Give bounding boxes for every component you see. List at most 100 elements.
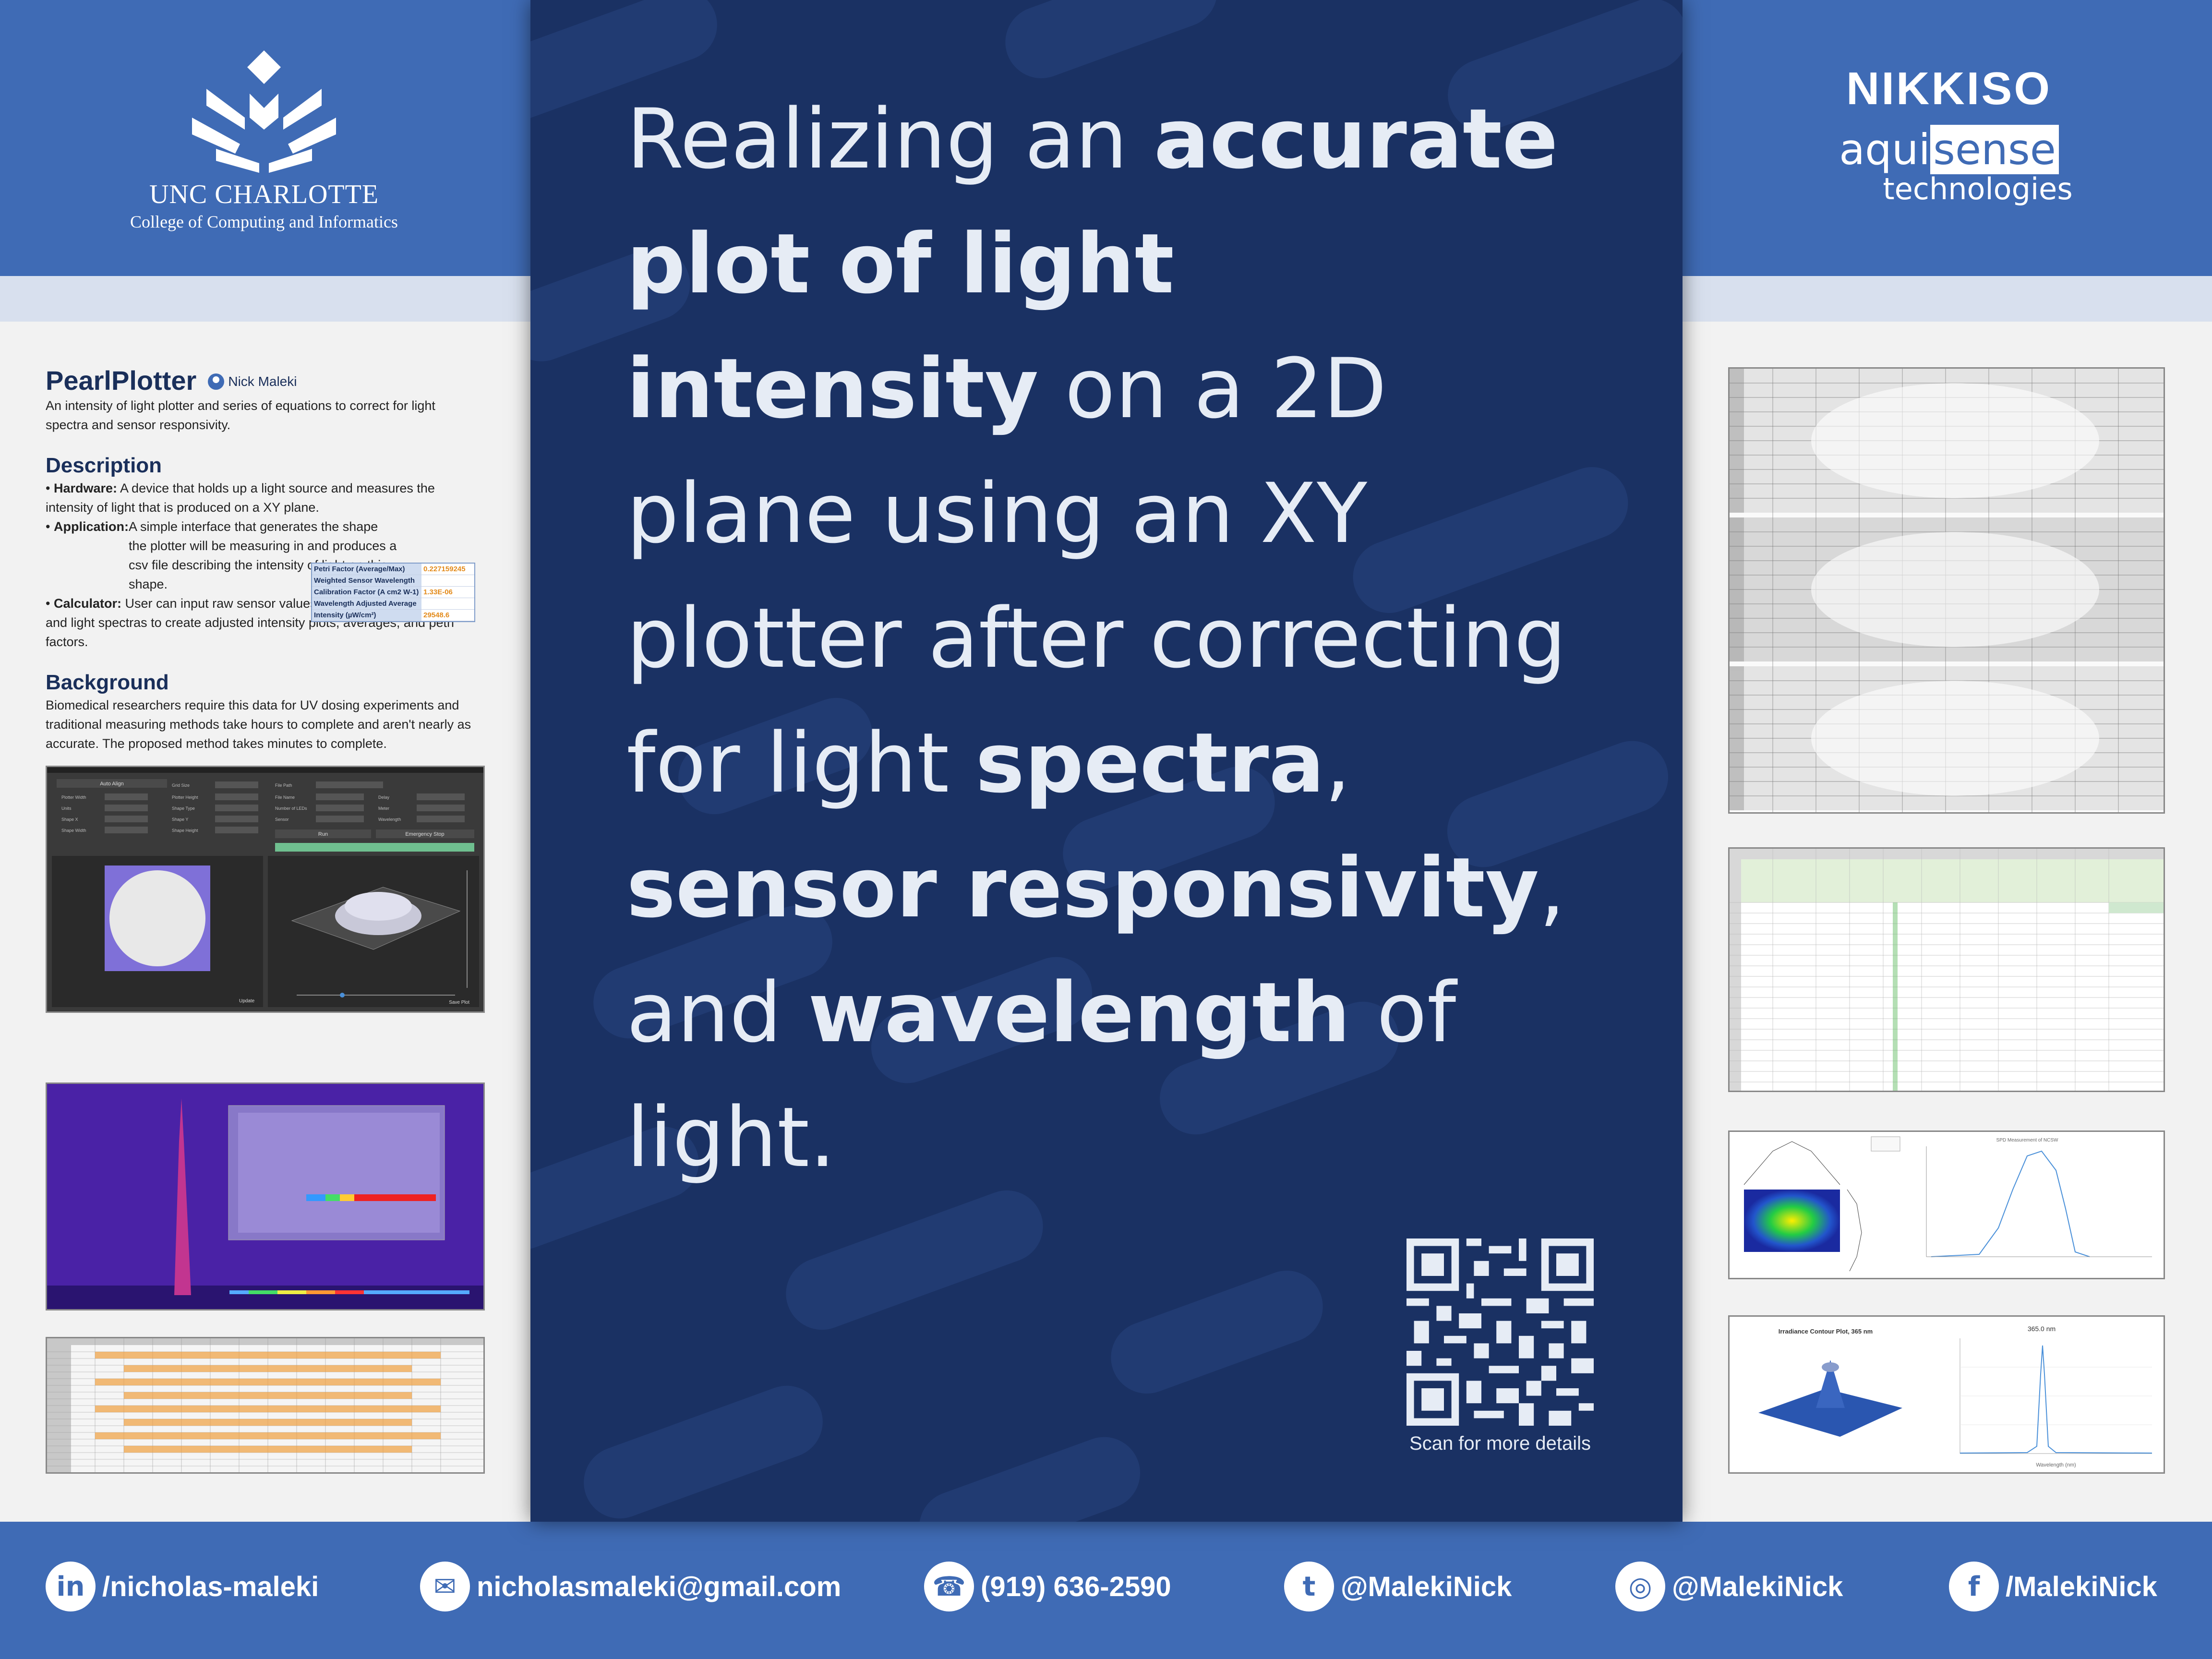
unc-crown-icon	[192, 50, 336, 173]
calc-row: Weighted Sensor Wavelength	[312, 575, 474, 587]
calc-row: Petri Factor (Average/Max) 0.227159245	[312, 564, 474, 575]
facebook-icon: f	[1949, 1562, 1999, 1611]
headline-text: on a 2D plane using an XY plotter after …	[626, 340, 1567, 811]
svg-text:Shape Y: Shape Y	[172, 817, 188, 822]
user-icon	[208, 373, 225, 390]
spectrum-visual	[47, 1084, 483, 1309]
spectrum-3d-screenshot	[46, 1082, 485, 1310]
calc-value: 1.33E-06	[423, 588, 453, 596]
contact-bar: in /nicholas-maleki ✉ nicholasmaleki@gma…	[0, 1560, 2212, 1613]
calc-row: Wavelength Adjusted Average	[312, 598, 474, 610]
twitter-icon: t	[1284, 1562, 1334, 1611]
email-contact[interactable]: ✉ nicholasmaleki@gmail.com	[420, 1560, 841, 1613]
grid-preview	[105, 866, 210, 971]
linkedin-handle: /nicholas-maleki	[102, 1571, 319, 1602]
linkedin-icon: in	[46, 1562, 96, 1611]
nikkiso-aquisense-logo: NIKKISO aquisense technologies	[1805, 62, 2093, 206]
calc-key: Calibration Factor (A cm2 W-1)	[312, 587, 421, 598]
author-tag[interactable]: Nick Maleki	[208, 373, 297, 390]
project-title: PearlPlotter	[46, 365, 197, 396]
heatmap	[1744, 1190, 1840, 1252]
headline-bold: accurate plot of light intensity	[626, 91, 1558, 437]
unc-charlotte-logo: UNC CHARLOTTE College of Computing and I…	[115, 46, 413, 247]
linkedin-contact[interactable]: in /nicholas-maleki	[46, 1560, 319, 1613]
svg-text:Grid Size: Grid Size	[172, 783, 190, 788]
3d-intensity-plot	[291, 887, 461, 950]
svg-text:Plotter Height: Plotter Height	[172, 795, 198, 800]
calculator-spreadsheet	[1728, 847, 2165, 1092]
svg-text:File Path: File Path	[275, 783, 292, 788]
run-button[interactable]	[275, 830, 371, 838]
instagram-contact[interactable]: ◎ @MalekiNick	[1615, 1560, 1843, 1613]
svg-text:Sensor: Sensor	[275, 817, 289, 822]
center-panel: Realizing an accurate plot of light inte…	[530, 0, 1683, 1522]
contour-spectrum-visual: Irradiance Contour Plot, 365 nm 365.0 nm…	[1730, 1317, 2164, 1472]
spectrum-curve	[1960, 1345, 2152, 1454]
calc-row: Intensity (µW/cm²) 29548.6	[312, 610, 474, 621]
project-description-column: PearlPlotter Nick Maleki An intensity of…	[46, 365, 478, 753]
project-summary: An intensity of light plotter and series…	[46, 398, 435, 432]
intensity-grid-table	[46, 1337, 485, 1474]
twitter-handle: @MalekiNick	[1341, 1571, 1512, 1602]
hardware-label: Hardware:	[53, 481, 118, 495]
decor-pill	[574, 1375, 833, 1522]
headline: Realizing an accurate plot of light inte…	[626, 77, 1606, 1200]
sense-text: sense	[1930, 125, 2059, 174]
headline-text: of light.	[626, 964, 1456, 1186]
svg-text:Wavelength: Wavelength	[378, 817, 401, 822]
background-text: Biomedical researchers require this data…	[46, 698, 471, 751]
svg-text:Emergency Stop: Emergency Stop	[405, 831, 444, 837]
background-heading: Background	[46, 671, 169, 694]
qr-caption: Scan for more details	[1409, 1433, 1591, 1454]
heatmap-spd-visual: SPD Measurement of NCSW	[1730, 1132, 2164, 1278]
calc-key: Intensity (µW/cm²)	[312, 610, 421, 621]
contour-and-spectrum-charts: Irradiance Contour Plot, 365 nm 365.0 nm…	[1728, 1315, 2165, 1474]
decor-pill	[1101, 1260, 1333, 1404]
phone-contact[interactable]: ☎ (919) 636-2590	[924, 1560, 1171, 1613]
headline-bold: wavelength	[808, 964, 1350, 1061]
twitter-contact[interactable]: t @MalekiNick	[1284, 1560, 1512, 1613]
contour-chart-title: Irradiance Contour Plot, 365 nm	[1779, 1328, 1873, 1335]
nikkiso-wordmark: NIKKISO	[1846, 63, 2052, 114]
calc-value	[421, 598, 474, 609]
decor-pill	[776, 1180, 1053, 1340]
svg-text:Shape Height: Shape Height	[172, 828, 198, 833]
spd-chart-title: SPD Measurement of NCSW	[1996, 1138, 2058, 1143]
project-title-row: PearlPlotter Nick Maleki	[46, 365, 478, 396]
author-name: Nick Maleki	[228, 374, 297, 389]
headline-bold: sensor responsivity	[626, 840, 1539, 936]
headline-text: Realizing an	[626, 91, 1154, 187]
emergency-stop-button[interactable]	[376, 830, 474, 838]
svg-text:File Name: File Name	[275, 795, 295, 800]
footer-band	[0, 1522, 2212, 1659]
auto-align-button: Auto Align	[100, 781, 124, 787]
decor-pill	[995, 0, 1227, 89]
hardware-bullet: • Hardware: A device that holds up a lig…	[46, 481, 435, 515]
update-button: Update	[239, 998, 255, 1004]
unc-name: UNC CHARLOTTE	[149, 180, 379, 209]
calc-value	[421, 575, 474, 586]
facebook-handle: /MalekiNick	[2006, 1571, 2157, 1602]
svg-text:Shape Type: Shape Type	[172, 806, 195, 811]
description-heading: Description	[46, 454, 162, 477]
calculator-spreadsheet-visual	[1730, 849, 2164, 1091]
calc-key: Wavelength Adjusted Average	[312, 598, 421, 609]
aqui-text: aqui	[1839, 125, 1931, 174]
svg-text:Plotter Width: Plotter Width	[61, 795, 86, 800]
headline-bold: spectra	[975, 715, 1325, 811]
heatmap-and-spd-charts: SPD Measurement of NCSW	[1728, 1130, 2165, 1279]
headline-text: , and	[626, 840, 1565, 1061]
hardware-text: A device that holds up a light source an…	[46, 481, 435, 515]
plotter-app-ui: Auto Align Plotter Width Units Shape X Shap…	[47, 767, 483, 1007]
facebook-contact[interactable]: f /MalekiNick	[1949, 1560, 2157, 1613]
email-address: nicholasmaleki@gmail.com	[477, 1571, 842, 1602]
qr-code[interactable]	[1407, 1238, 1594, 1426]
save-plot-button: Save Plot	[449, 1000, 469, 1005]
svg-text:Shape X: Shape X	[61, 817, 78, 822]
svg-text:Shape Width: Shape Width	[61, 828, 86, 833]
technologies-text: technologies	[1883, 171, 2073, 206]
decor-pill	[909, 1427, 1151, 1522]
instagram-icon: ◎	[1615, 1562, 1665, 1611]
aquisense-wordmark: aquisense	[1805, 125, 2093, 174]
application-label: Application:	[53, 519, 129, 534]
